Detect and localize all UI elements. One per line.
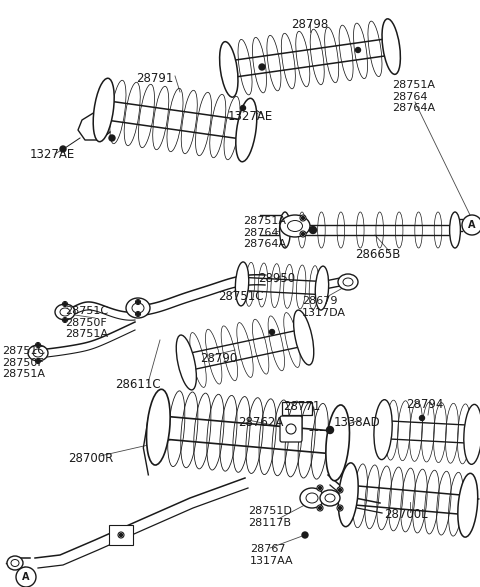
Circle shape [109, 135, 115, 141]
Circle shape [420, 416, 424, 420]
Ellipse shape [306, 493, 318, 503]
Ellipse shape [236, 98, 257, 162]
Circle shape [269, 329, 275, 335]
Circle shape [302, 532, 308, 538]
Circle shape [317, 485, 323, 491]
Circle shape [135, 299, 141, 305]
Circle shape [240, 106, 245, 110]
Ellipse shape [450, 212, 460, 248]
Text: 1338AD: 1338AD [334, 416, 381, 429]
Circle shape [136, 301, 140, 303]
Ellipse shape [294, 310, 314, 365]
Circle shape [118, 532, 124, 538]
Circle shape [317, 505, 323, 511]
Text: 28751A
28764
28764A: 28751A 28764 28764A [392, 80, 435, 113]
Circle shape [62, 302, 68, 306]
Ellipse shape [288, 221, 302, 231]
Circle shape [16, 567, 36, 587]
Text: 28665B: 28665B [355, 248, 400, 261]
Text: 28700L: 28700L [384, 508, 428, 521]
Ellipse shape [11, 559, 19, 566]
Text: A: A [468, 220, 476, 230]
Circle shape [60, 146, 66, 152]
Circle shape [319, 507, 322, 510]
Text: 28679
1317DA: 28679 1317DA [302, 296, 346, 318]
Circle shape [286, 424, 296, 434]
Ellipse shape [374, 400, 392, 460]
Text: 28767
1317AA: 28767 1317AA [250, 544, 294, 566]
Text: 28791: 28791 [136, 72, 174, 85]
Circle shape [36, 343, 39, 346]
Circle shape [319, 487, 322, 490]
Ellipse shape [60, 308, 70, 316]
Ellipse shape [280, 215, 310, 237]
Text: 28751C
28750F
28751A: 28751C 28750F 28751A [2, 346, 45, 379]
Ellipse shape [382, 19, 400, 75]
Ellipse shape [235, 262, 249, 306]
Text: 28700R: 28700R [68, 452, 113, 465]
Circle shape [136, 312, 140, 315]
Ellipse shape [126, 298, 150, 318]
Circle shape [301, 232, 304, 235]
Circle shape [135, 312, 141, 316]
Circle shape [259, 64, 265, 70]
Text: 28771: 28771 [283, 400, 320, 413]
Ellipse shape [220, 42, 238, 97]
Circle shape [62, 318, 68, 322]
Circle shape [301, 217, 304, 220]
Circle shape [120, 534, 122, 537]
Circle shape [36, 359, 40, 363]
Ellipse shape [325, 494, 335, 502]
Circle shape [356, 48, 360, 52]
Circle shape [63, 302, 67, 305]
Ellipse shape [300, 488, 324, 508]
Text: 1327AE: 1327AE [228, 110, 273, 123]
Ellipse shape [338, 463, 358, 527]
Text: A: A [22, 572, 30, 582]
Text: 28790: 28790 [200, 352, 237, 365]
Ellipse shape [458, 473, 478, 537]
Circle shape [338, 488, 341, 491]
Circle shape [310, 227, 316, 234]
Ellipse shape [315, 266, 329, 310]
Circle shape [326, 427, 334, 434]
Circle shape [337, 487, 343, 493]
Ellipse shape [132, 303, 144, 313]
Ellipse shape [7, 556, 23, 570]
Text: 1327AE: 1327AE [30, 148, 75, 161]
Text: 28794: 28794 [406, 398, 444, 411]
FancyBboxPatch shape [109, 525, 133, 545]
Ellipse shape [464, 404, 480, 464]
Ellipse shape [343, 278, 353, 286]
Circle shape [337, 505, 343, 511]
Ellipse shape [338, 274, 358, 290]
Ellipse shape [33, 349, 43, 357]
Circle shape [36, 342, 40, 348]
Text: 28751C
28750F
28751A: 28751C 28750F 28751A [65, 306, 108, 339]
Text: 28751D
28117B: 28751D 28117B [248, 506, 292, 528]
Ellipse shape [55, 304, 75, 320]
Text: 28751A
28764
28764A: 28751A 28764 28764A [243, 216, 286, 249]
Circle shape [63, 319, 67, 322]
Ellipse shape [93, 78, 114, 141]
Ellipse shape [326, 405, 349, 481]
Ellipse shape [146, 389, 170, 465]
Text: 28762A: 28762A [238, 416, 283, 429]
Circle shape [300, 215, 306, 221]
Text: 28611C: 28611C [115, 378, 161, 391]
Ellipse shape [28, 345, 48, 361]
Text: 28798: 28798 [291, 18, 329, 31]
Text: 28751C: 28751C [218, 290, 264, 303]
Ellipse shape [176, 335, 196, 390]
Circle shape [462, 215, 480, 235]
Circle shape [300, 231, 306, 237]
Ellipse shape [320, 490, 340, 506]
Circle shape [36, 359, 39, 363]
Circle shape [338, 507, 341, 510]
Text: 28950: 28950 [258, 272, 295, 285]
Ellipse shape [279, 212, 290, 248]
FancyBboxPatch shape [280, 416, 302, 442]
